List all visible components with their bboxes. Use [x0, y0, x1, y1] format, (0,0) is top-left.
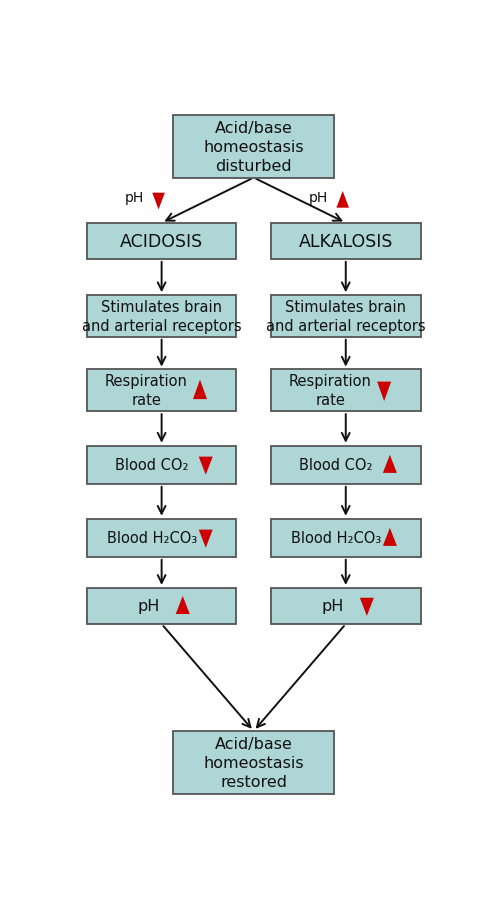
Text: pH: pH [125, 190, 145, 205]
Polygon shape [193, 381, 207, 400]
Text: ACIDOSIS: ACIDOSIS [120, 233, 203, 251]
Text: Acid/base
homeostasis
restored: Acid/base homeostasis restored [203, 736, 304, 789]
FancyBboxPatch shape [271, 588, 421, 624]
Text: Blood CO₂: Blood CO₂ [115, 457, 189, 473]
Text: pH: pH [321, 599, 344, 613]
Text: pH: pH [137, 599, 159, 613]
Polygon shape [176, 596, 190, 614]
Text: Blood H₂CO₃: Blood H₂CO₃ [107, 530, 197, 546]
Polygon shape [152, 193, 165, 210]
FancyBboxPatch shape [87, 296, 237, 337]
Polygon shape [337, 192, 349, 208]
FancyBboxPatch shape [173, 732, 334, 794]
Text: Respiration
rate: Respiration rate [105, 373, 188, 408]
FancyBboxPatch shape [271, 446, 421, 484]
Polygon shape [383, 456, 397, 474]
FancyBboxPatch shape [271, 224, 421, 260]
Text: pH: pH [309, 190, 329, 205]
Polygon shape [377, 382, 391, 401]
Polygon shape [383, 529, 397, 547]
FancyBboxPatch shape [271, 519, 421, 557]
Text: Respiration
rate: Respiration rate [289, 373, 372, 408]
Text: ALKALOSIS: ALKALOSIS [298, 233, 393, 251]
FancyBboxPatch shape [87, 588, 237, 624]
FancyBboxPatch shape [173, 115, 334, 179]
Text: Blood CO₂: Blood CO₂ [299, 457, 373, 473]
Text: Stimulates brain
and arterial receptors: Stimulates brain and arterial receptors [266, 299, 426, 334]
Text: Stimulates brain
and arterial receptors: Stimulates brain and arterial receptors [82, 299, 242, 334]
Polygon shape [198, 457, 213, 475]
FancyBboxPatch shape [271, 370, 421, 411]
FancyBboxPatch shape [87, 224, 237, 260]
FancyBboxPatch shape [271, 296, 421, 337]
Polygon shape [360, 598, 374, 616]
FancyBboxPatch shape [87, 519, 237, 557]
Text: Acid/base
homeostasis
disturbed: Acid/base homeostasis disturbed [203, 121, 304, 174]
Polygon shape [198, 530, 213, 548]
FancyBboxPatch shape [87, 446, 237, 484]
Text: Blood H₂CO₃: Blood H₂CO₃ [291, 530, 381, 546]
FancyBboxPatch shape [87, 370, 237, 411]
